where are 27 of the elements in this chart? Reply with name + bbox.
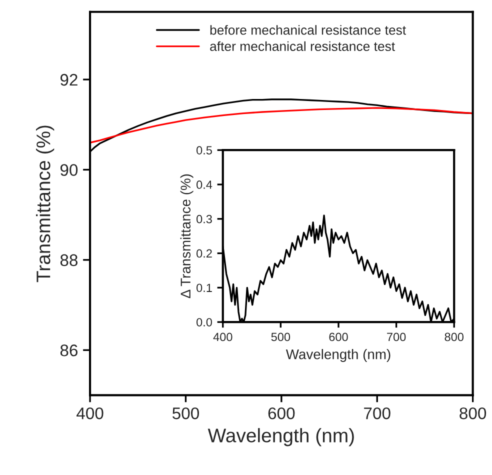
x-axis-title: Wavelength (nm) bbox=[208, 428, 354, 446]
y-tick-label: 0.4 bbox=[196, 180, 212, 189]
y-tick-label: 0.1 bbox=[196, 284, 212, 292]
y-tick-label: 0.3 bbox=[196, 214, 212, 224]
x-tick-label: 700 bbox=[364, 407, 390, 420]
x-tick-label: 800 bbox=[460, 407, 486, 420]
x-tick-label: 700 bbox=[387, 332, 406, 342]
y-tick-label: 86 bbox=[60, 344, 78, 356]
x-tick-label: 400 bbox=[76, 407, 104, 420]
y-tick-label: 92 bbox=[60, 74, 78, 86]
legend-label: before mechanical resistance test bbox=[210, 25, 406, 35]
x-tick-label: 600 bbox=[268, 407, 295, 420]
x-tick-label: 400 bbox=[213, 332, 232, 342]
y-axis-title: Δ Transmittance (%) bbox=[180, 174, 194, 298]
y-tick-label: 0.0 bbox=[196, 318, 212, 326]
y-tick-label: 0.2 bbox=[196, 249, 212, 258]
x-tick-label: 600 bbox=[329, 332, 348, 342]
legend-label: after mechanical resistance test bbox=[210, 41, 395, 52]
x-tick-label: 500 bbox=[271, 332, 290, 342]
y-tick-label: 88 bbox=[60, 254, 78, 266]
y-axis-title: Transmittance (%) bbox=[36, 126, 54, 282]
line-series bbox=[90, 107, 473, 144]
x-tick-label: 800 bbox=[444, 332, 464, 342]
y-tick-label: 90 bbox=[60, 164, 78, 176]
x-tick-label: 500 bbox=[172, 407, 199, 420]
x-axis-title: Wavelength (nm) bbox=[286, 349, 390, 362]
y-tick-label: 0.5 bbox=[196, 146, 212, 154]
